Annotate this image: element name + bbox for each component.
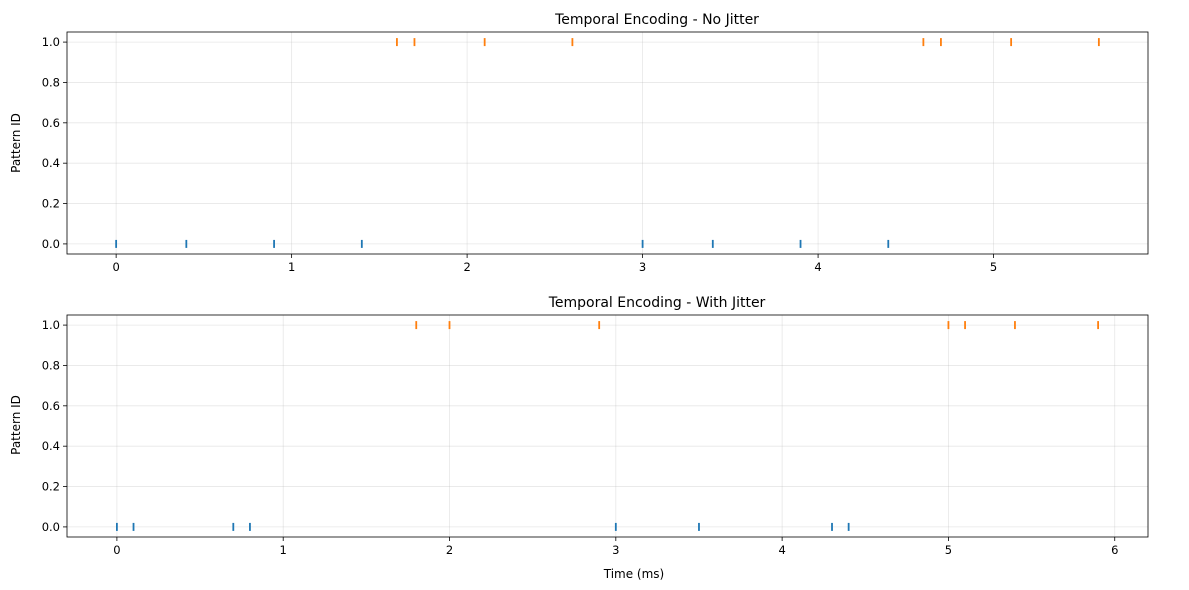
bottom-plot-xtick-label: 3	[612, 543, 619, 557]
bottom-plot-ytick-label: 0.0	[42, 520, 60, 534]
top-plot-title: Temporal Encoding - No Jitter	[554, 12, 759, 28]
bottom-plot-ytick-label: 1.0	[42, 318, 60, 332]
bottom-plot-xtick-label: 2	[446, 543, 453, 557]
top-plot-grid	[67, 32, 1148, 254]
bottom-plot-xlabel: Time (ms)	[603, 567, 665, 581]
top-plot-ytick-label: 0.0	[42, 237, 60, 251]
bottom-plot-title: Temporal Encoding - With Jitter	[548, 295, 766, 311]
bottom-plot-xtick-label: 4	[778, 543, 785, 557]
top-plot-ytick-label: 0.8	[42, 75, 60, 89]
bottom-plot-series-1	[415, 321, 1100, 330]
bottom-plot-xtick-label: 5	[945, 543, 952, 557]
top-plot-series-1	[396, 38, 1100, 47]
top-plot-ytick-label: 1.0	[42, 35, 60, 49]
bottom-plot-ylabel: Pattern ID	[9, 395, 23, 455]
bottom-plot-xtick-label: 6	[1111, 543, 1118, 557]
top-plot-series-0	[115, 239, 890, 248]
top-plot-ytick-label: 0.2	[42, 197, 60, 211]
top-plot-xtick-label: 2	[463, 260, 470, 274]
bottom-plot-xtick-label: 0	[113, 543, 120, 557]
top-plot-xtick-label: 4	[814, 260, 821, 274]
bottom-plot-panel: Temporal Encoding - With Jitter Pattern …	[9, 295, 1149, 581]
bottom-plot-grid	[67, 315, 1148, 537]
top-plot-ytick-label: 0.4	[42, 156, 60, 170]
top-plot-ytick-label: 0.6	[42, 116, 60, 130]
bottom-plot-series-0	[115, 522, 850, 531]
bottom-plot-ytick-label: 0.2	[42, 480, 60, 494]
bottom-plot-ytick-label: 0.8	[42, 358, 60, 372]
bottom-plot-xtick-label: 1	[280, 543, 287, 557]
top-plot-xtick-label: 5	[990, 260, 997, 274]
bottom-plot-ytick-label: 0.4	[42, 439, 60, 453]
top-plot-ylabel: Pattern ID	[9, 113, 23, 173]
top-plot-xtick-label: 0	[112, 260, 119, 274]
top-plot-axes-frame	[66, 31, 1149, 255]
top-plot-xtick-label: 1	[288, 260, 295, 274]
bottom-plot-axes-frame	[66, 314, 1149, 538]
top-plot-panel: Temporal Encoding - No Jitter Pattern ID…	[9, 12, 1149, 274]
bottom-plot-ytick-label: 0.6	[42, 399, 60, 413]
top-plot-xtick-label: 3	[639, 260, 646, 274]
